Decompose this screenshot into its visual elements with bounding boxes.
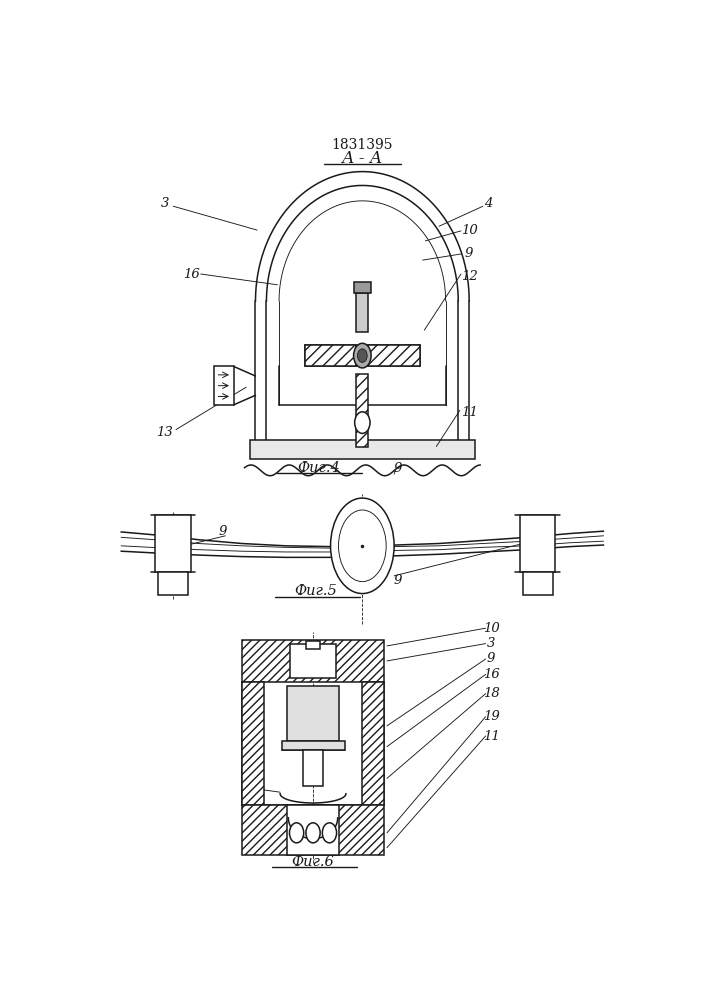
Text: 9: 9	[218, 525, 227, 538]
Bar	[356, 374, 368, 447]
Bar	[242, 805, 385, 855]
Ellipse shape	[331, 498, 394, 594]
Text: 13: 13	[156, 426, 173, 439]
Bar	[522, 572, 553, 595]
Bar	[250, 440, 474, 459]
Bar	[520, 515, 556, 572]
Text: 9: 9	[394, 462, 402, 475]
Text: 11: 11	[483, 730, 499, 742]
Circle shape	[355, 412, 370, 433]
Bar	[305, 345, 356, 366]
Bar	[290, 644, 337, 678]
Text: 9: 9	[465, 247, 474, 260]
Text: 16: 16	[353, 520, 370, 533]
Bar	[287, 805, 339, 855]
Bar	[363, 682, 385, 805]
Text: 12: 12	[461, 270, 477, 283]
Bar	[354, 282, 371, 293]
Circle shape	[322, 823, 337, 843]
Text: 19: 19	[483, 710, 499, 723]
Circle shape	[358, 349, 367, 362]
Text: Фиг.6: Фиг.6	[292, 855, 334, 869]
Text: 1831395: 1831395	[332, 138, 393, 152]
Bar	[368, 345, 420, 366]
Bar	[281, 741, 344, 750]
Text: 11: 11	[461, 406, 477, 419]
Bar	[242, 682, 264, 805]
Bar	[156, 515, 191, 572]
Text: 3: 3	[487, 637, 496, 650]
Ellipse shape	[339, 510, 386, 582]
Text: 10: 10	[483, 622, 499, 635]
Text: Фиг.4: Фиг.4	[297, 461, 340, 475]
Text: 9: 9	[487, 652, 496, 666]
Text: 18: 18	[483, 687, 499, 700]
Circle shape	[289, 823, 304, 843]
Text: 3: 3	[161, 197, 169, 210]
Bar	[242, 640, 385, 682]
Bar	[158, 572, 188, 595]
Bar	[287, 686, 339, 741]
Text: 10: 10	[461, 224, 477, 237]
Bar	[306, 641, 320, 649]
Bar	[356, 293, 368, 332]
Text: 9: 9	[394, 574, 402, 587]
Text: Фиг.5: Фиг.5	[294, 584, 337, 598]
Text: 4: 4	[484, 197, 493, 210]
Text: А - А: А - А	[341, 150, 383, 167]
Text: 16: 16	[483, 668, 499, 681]
Circle shape	[354, 343, 371, 368]
Circle shape	[306, 823, 320, 843]
Bar	[214, 366, 233, 405]
Text: 16: 16	[183, 267, 200, 280]
Bar	[303, 750, 323, 786]
